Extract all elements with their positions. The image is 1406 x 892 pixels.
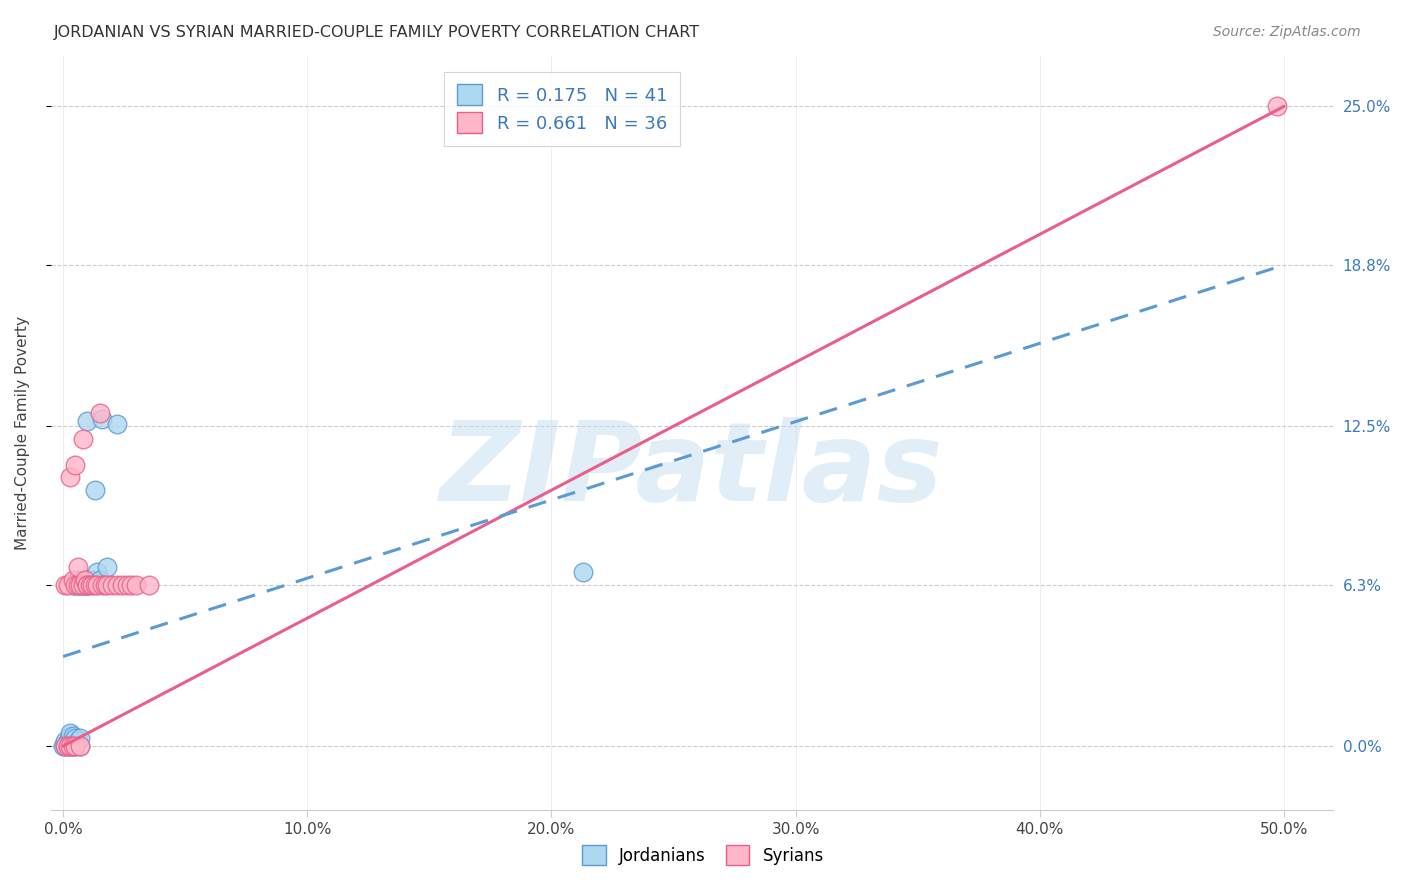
Point [56,739,79,753]
Point [83,578,105,592]
Point [105,417,128,431]
Point [72,573,94,587]
Point [55,739,77,753]
Point [59,470,82,484]
Point [72,432,94,446]
Point [65,578,87,592]
Point [65,575,87,590]
Point [65,458,87,472]
Y-axis label: Married-Couple Family Poverty: Married-Couple Family Poverty [15,316,30,549]
Point [66,560,89,574]
Point [59,739,82,753]
Text: JORDANIAN VS SYRIAN MARRIED-COUPLE FAMILY POVERTY CORRELATION CHART: JORDANIAN VS SYRIAN MARRIED-COUPLE FAMIL… [53,25,700,40]
Point [65,739,87,753]
Point [105,578,128,592]
Point [89,406,111,420]
Point [72,578,94,592]
Point [62,734,84,748]
Point [65,731,87,746]
Point [59,737,82,751]
Point [62,739,84,753]
Point [59,739,82,753]
Point [73,573,96,587]
Point [138,578,160,592]
Text: ZIPatlas: ZIPatlas [440,417,943,524]
Point [66,578,89,592]
Point [96,578,118,592]
Point [96,560,118,574]
Point [91,578,114,592]
Legend: R = 0.175   N = 41, R = 0.661   N = 36: R = 0.175 N = 41, R = 0.661 N = 36 [444,71,681,146]
Point [55,734,77,748]
Legend: Jordanians, Syrians: Jordanians, Syrians [572,836,834,875]
Point [79,573,101,587]
Point [73,578,96,592]
Point [69,578,91,592]
Point [52,739,75,753]
Point [59,729,82,743]
Point [91,411,114,425]
Point [59,726,82,740]
Point [76,578,98,592]
Point [1265,99,1288,113]
Text: Source: ZipAtlas.com: Source: ZipAtlas.com [1213,25,1361,39]
Point [86,565,108,579]
Point [111,578,134,592]
Point [62,739,84,753]
Point [72,578,94,592]
Point [83,483,105,498]
Point [56,737,79,751]
Point [56,739,79,753]
Point [120,578,142,592]
Point [93,578,115,592]
Point [55,739,77,753]
Point [65,739,87,753]
Point [76,578,98,592]
Point [69,739,91,753]
Point [69,731,91,746]
Point [62,578,84,592]
Point [86,578,108,592]
Point [66,734,89,748]
Point [79,578,101,592]
Point [65,578,87,592]
Point [56,734,79,748]
Point [62,729,84,743]
Point [125,578,148,592]
Point [55,737,77,751]
Point [62,573,84,587]
Point [56,578,79,592]
Point [73,573,96,587]
Point [115,578,138,592]
Point [69,739,91,753]
Point [82,578,104,592]
Point [66,573,89,587]
Point [66,578,89,592]
Point [82,573,104,587]
Point [55,578,77,592]
Point [76,578,98,592]
Point [72,575,94,590]
Point [89,573,111,587]
Point [572,565,595,579]
Point [101,578,124,592]
Point [69,578,91,592]
Point [76,414,98,428]
